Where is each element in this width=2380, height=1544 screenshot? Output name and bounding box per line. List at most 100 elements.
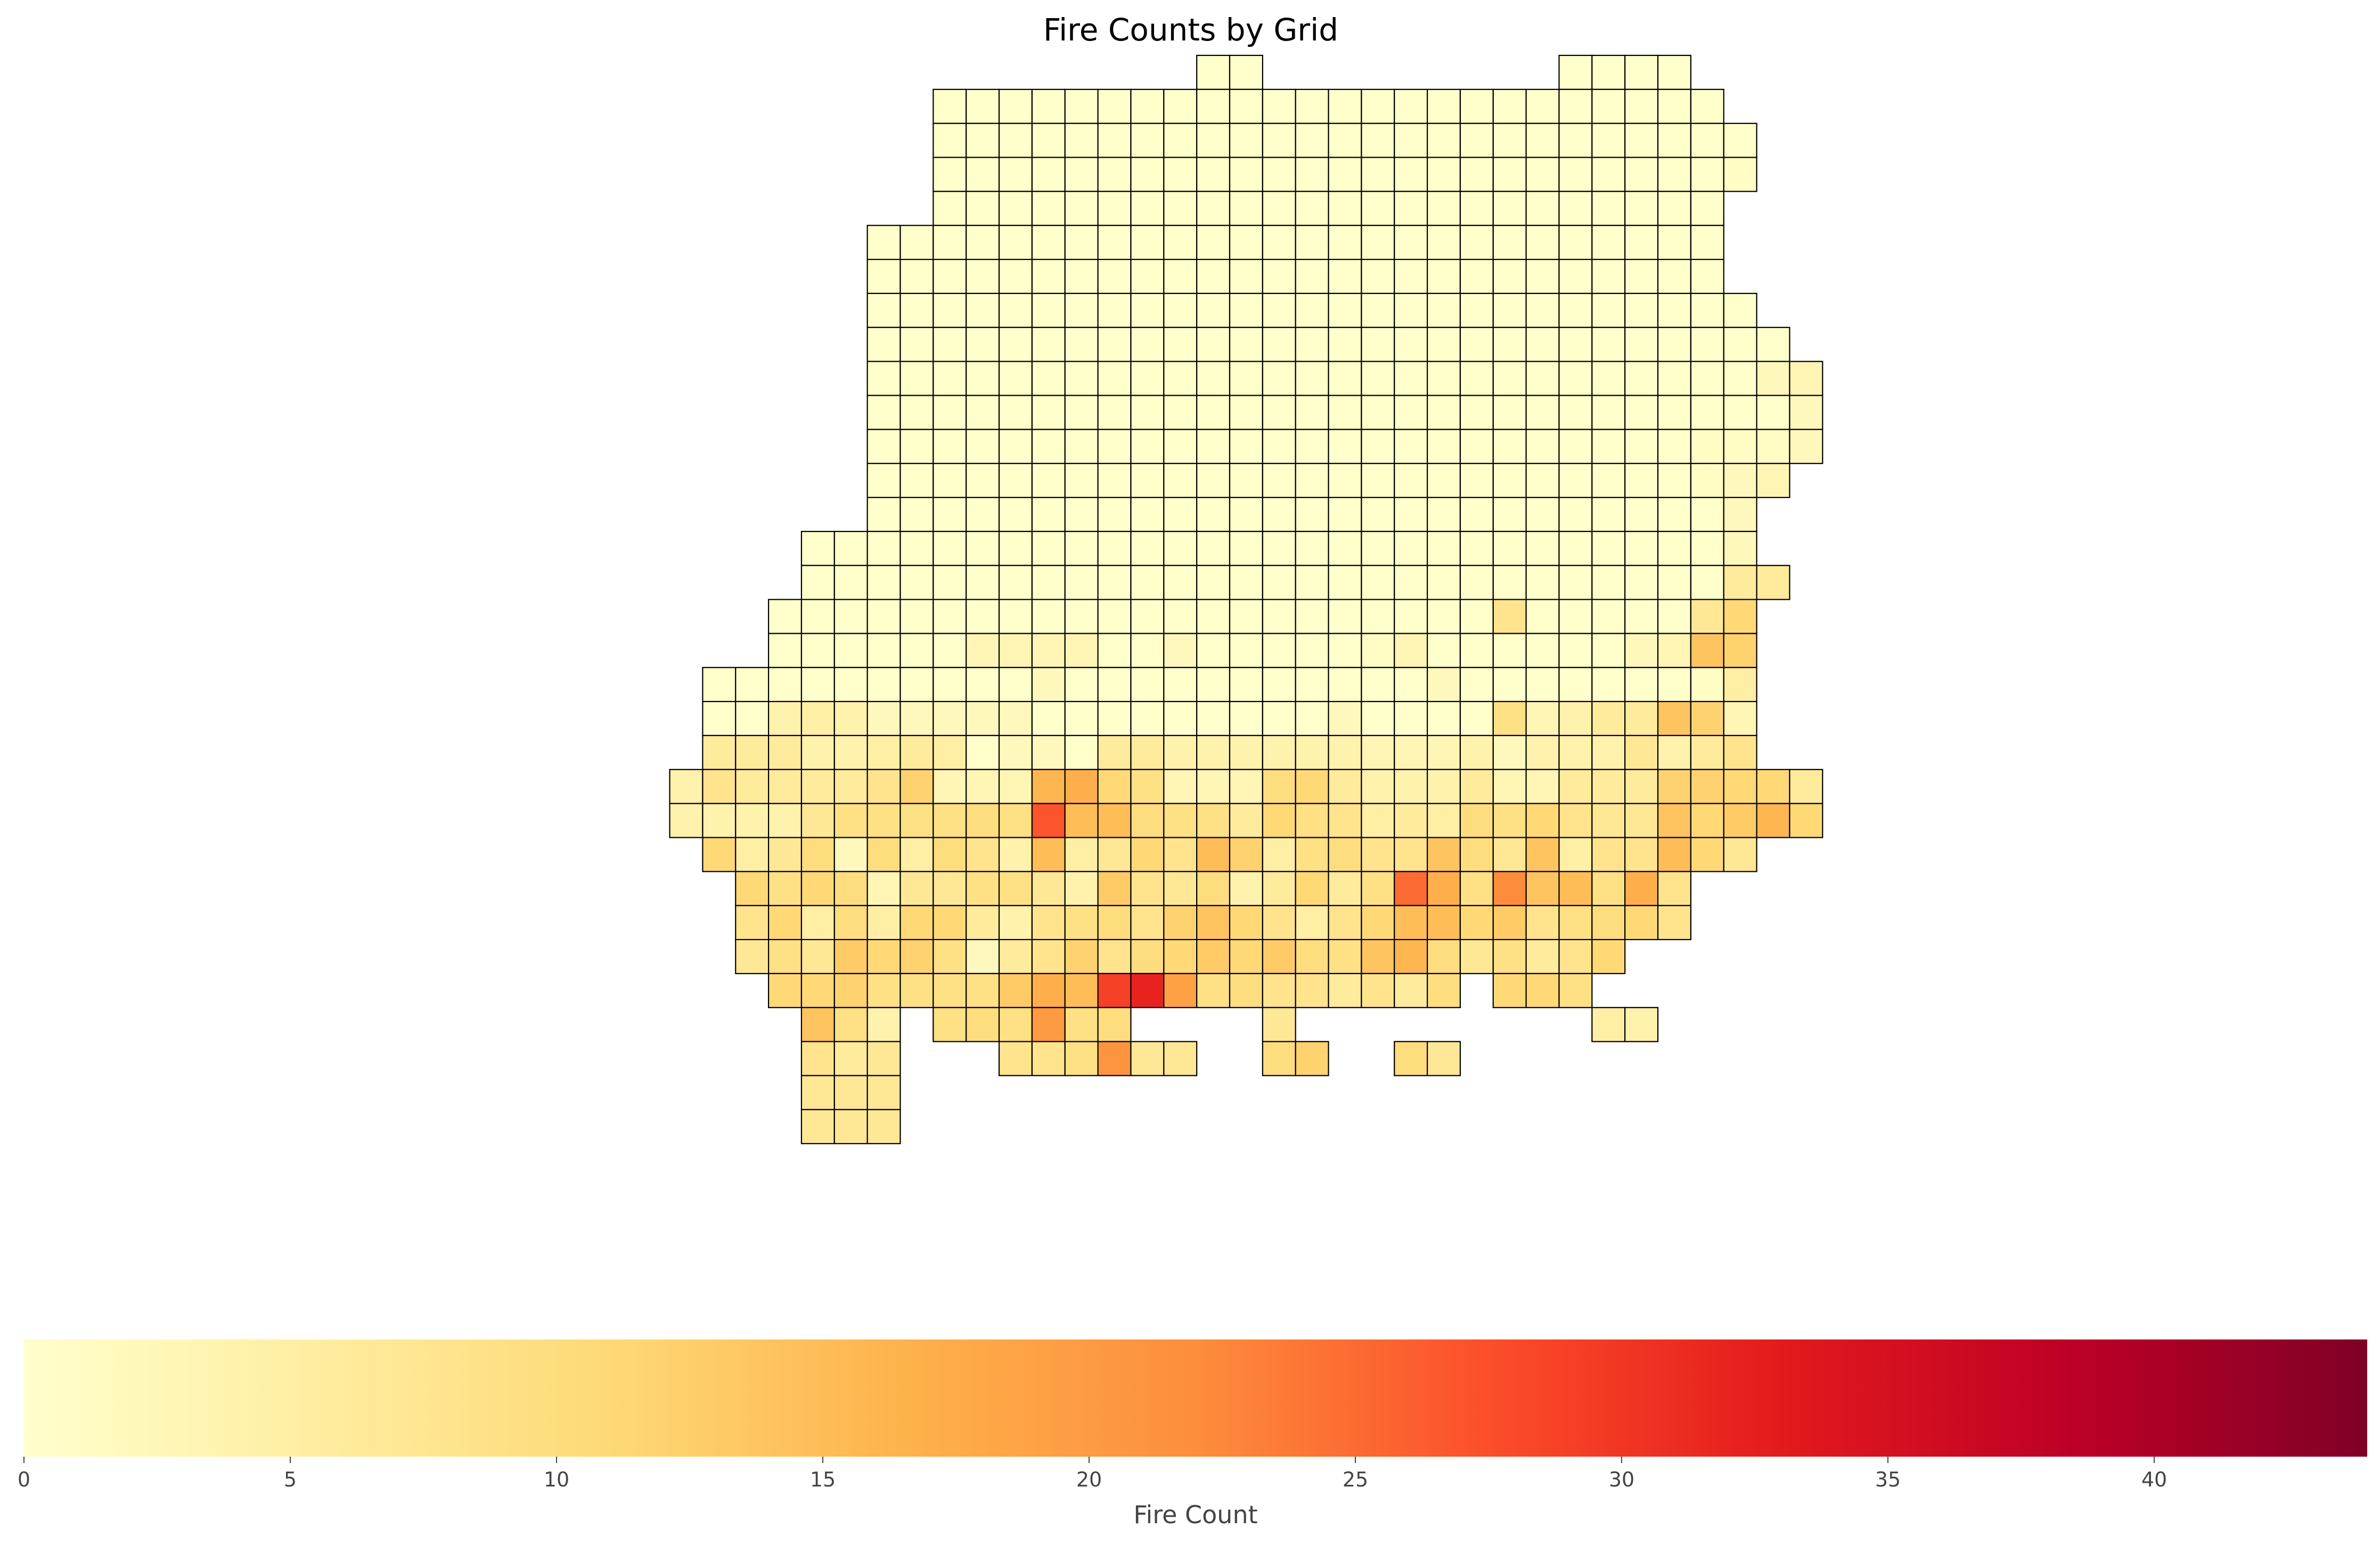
grid-cell	[1492, 361, 1527, 396]
grid-cell	[1361, 667, 1395, 702]
grid-cell	[1097, 225, 1132, 260]
grid-cell	[1591, 54, 1626, 90]
grid-cell	[1525, 259, 1560, 295]
grid-cell	[1031, 973, 1066, 1008]
grid-cell	[966, 837, 1000, 872]
grid-cell	[1361, 530, 1395, 566]
grid-cell	[833, 734, 868, 770]
grid-cell	[1591, 463, 1626, 499]
grid-cell	[1723, 701, 1757, 737]
grid-cell	[1361, 837, 1395, 872]
grid-cell	[899, 361, 934, 396]
grid-cell	[1361, 803, 1395, 838]
grid-cell	[1427, 565, 1461, 600]
grid-cell	[1492, 157, 1527, 192]
grid-cell	[1361, 496, 1395, 532]
grid-cell	[1229, 122, 1263, 158]
grid-cell	[1394, 225, 1428, 260]
grid-cell	[1690, 633, 1724, 668]
grid-cell	[702, 803, 737, 838]
grid-cell	[998, 871, 1033, 906]
grid-cell	[1459, 292, 1494, 328]
grid-cell	[1031, 191, 1066, 226]
colorbar	[24, 1339, 2367, 1457]
grid-cell	[1723, 122, 1757, 158]
grid-cell	[866, 565, 901, 600]
grid-cell	[1394, 292, 1428, 328]
grid-cell	[800, 837, 835, 872]
grid-cell	[1064, 225, 1099, 260]
grid-cell	[1196, 973, 1231, 1008]
grid-cell	[1262, 973, 1296, 1008]
grid-cell	[1558, 633, 1593, 668]
grid-cell	[1229, 54, 1263, 90]
grid-cell	[1427, 429, 1461, 464]
grid-cell	[1031, 463, 1066, 499]
grid-cell	[1361, 395, 1395, 430]
grid-cell	[899, 871, 934, 906]
grid-cell	[1427, 530, 1461, 566]
grid-cell	[1492, 565, 1527, 600]
grid-cell	[1657, 88, 1692, 124]
grid-cell	[1097, 88, 1132, 124]
grid-cell	[866, 1075, 901, 1110]
grid-cell	[1229, 191, 1263, 226]
grid-cell	[1690, 496, 1724, 532]
grid-cell	[1031, 734, 1066, 770]
grid-cell	[1427, 701, 1461, 737]
grid-cell	[767, 837, 803, 872]
grid-cell	[1196, 326, 1231, 362]
grid-cell	[866, 837, 901, 872]
grid-cell	[1756, 429, 1790, 464]
grid-cell	[1525, 157, 1560, 192]
grid-cell	[866, 938, 901, 975]
grid-cell	[1657, 191, 1692, 226]
grid-cell	[1130, 769, 1165, 804]
grid-cell	[800, 769, 835, 804]
grid-cell	[1196, 938, 1231, 975]
grid-cell	[1295, 905, 1329, 941]
grid-cell	[966, 973, 1000, 1008]
grid-cell	[1723, 530, 1757, 566]
grid-cell	[1558, 837, 1593, 872]
grid-cell	[1229, 463, 1263, 499]
grid-cell	[998, 599, 1033, 634]
grid-cell	[1690, 191, 1724, 226]
grid-cell	[1525, 191, 1560, 226]
grid-cell	[1064, 326, 1099, 362]
grid-cell	[998, 530, 1033, 566]
grid-cell	[1657, 395, 1692, 430]
grid-cell	[1657, 326, 1692, 362]
grid-cell	[1163, 122, 1198, 158]
grid-cell	[1657, 530, 1692, 566]
grid-cell	[1591, 530, 1626, 566]
grid-cell	[1723, 361, 1757, 396]
grid-cell	[1394, 803, 1428, 838]
grid-cell	[1558, 429, 1593, 464]
grid-cell	[1558, 769, 1593, 804]
grid-cell	[1690, 225, 1724, 260]
grid-cell	[1690, 326, 1724, 362]
grid-cell	[1459, 259, 1494, 295]
grid-cell	[1525, 292, 1560, 328]
grid-cell	[998, 496, 1033, 532]
grid-cell	[1163, 938, 1198, 975]
grid-cell	[1097, 496, 1132, 532]
grid-cell	[1163, 837, 1198, 872]
grid-cell	[1624, 701, 1659, 737]
grid-cell	[866, 326, 901, 362]
grid-cell	[1097, 463, 1132, 499]
grid-cell	[1394, 667, 1428, 702]
grid-cell	[966, 259, 1000, 295]
grid-cell	[966, 530, 1000, 566]
grid-cell	[1459, 837, 1494, 872]
grid-cell	[833, 905, 868, 941]
grid-cell	[1031, 701, 1066, 737]
grid-cell	[800, 701, 835, 737]
grid-cell	[1723, 496, 1757, 532]
grid-cell	[1262, 769, 1296, 804]
grid-cell	[1196, 633, 1231, 668]
grid-cell	[1064, 157, 1099, 192]
grid-cell	[1196, 191, 1231, 226]
grid-cell	[1657, 905, 1692, 941]
